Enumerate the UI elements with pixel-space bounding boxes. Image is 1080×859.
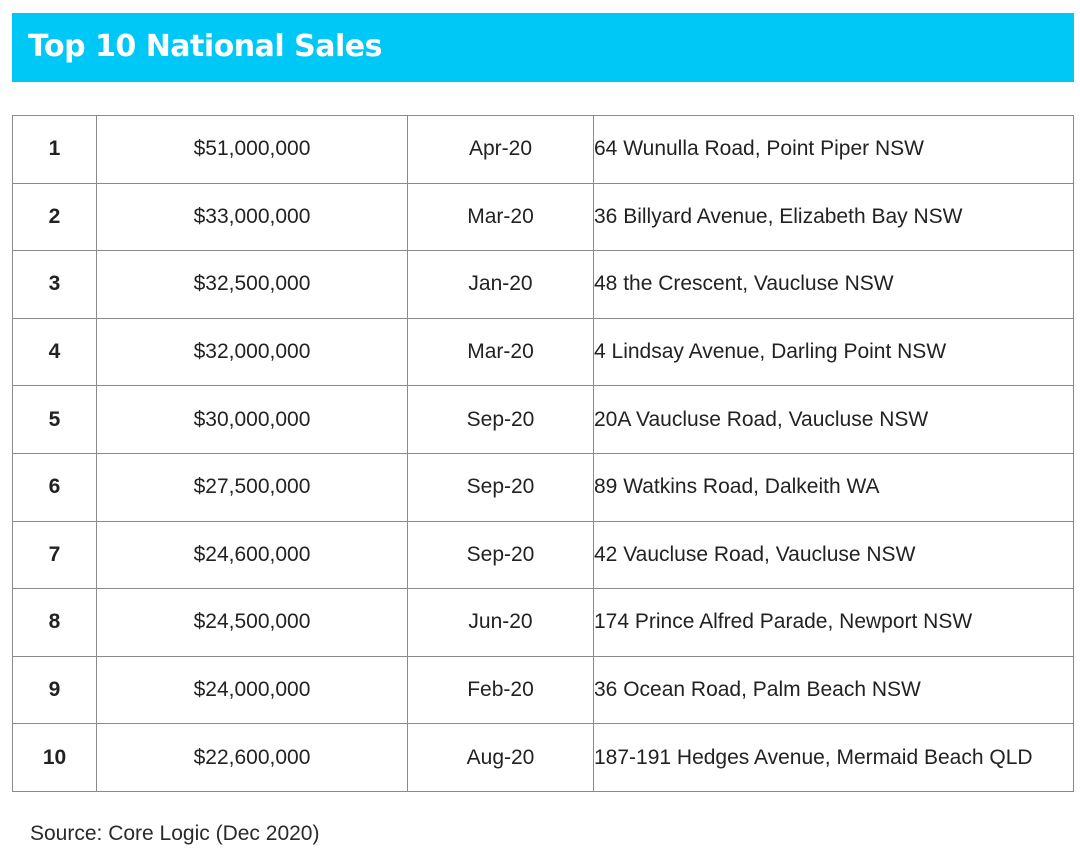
rank-cell: 3 bbox=[12, 250, 97, 319]
page-title: Top 10 National Sales bbox=[28, 29, 382, 64]
date-cell: Apr-20 bbox=[407, 115, 594, 184]
price-cell: $24,500,000 bbox=[96, 588, 408, 657]
table-row: 3 $32,500,000 Jan-20 48 the Crescent, Va… bbox=[12, 250, 1074, 319]
date-cell: Mar-20 bbox=[407, 182, 594, 252]
rank-cell: 2 bbox=[12, 182, 97, 252]
price-cell: $30,000,000 bbox=[96, 385, 408, 454]
address-cell: 89 Watkins Road, Dalkeith WA bbox=[593, 452, 1074, 522]
address-cell: 42 Vaucluse Road, Vaucluse NSW bbox=[593, 520, 1074, 590]
table-row: 6 $27,500,000 Sep-20 89 Watkins Road, Da… bbox=[12, 452, 1074, 522]
price-cell: $32,500,000 bbox=[96, 250, 408, 319]
address-cell: 36 Billyard Avenue, Elizabeth Bay NSW bbox=[593, 182, 1074, 252]
address-cell: 174 Prince Alfred Parade, Newport NSW bbox=[593, 588, 1074, 657]
title-banner: Top 10 National Sales bbox=[12, 13, 1074, 82]
rank-cell: 9 bbox=[12, 655, 97, 725]
price-cell: $24,600,000 bbox=[96, 520, 408, 590]
date-cell: Jan-20 bbox=[407, 250, 594, 319]
date-cell: Jun-20 bbox=[407, 588, 594, 657]
table-row: 4 $32,000,000 Mar-20 4 Lindsay Avenue, D… bbox=[12, 317, 1074, 387]
table-row: 10 $22,600,000 Aug-20 187-191 Hedges Ave… bbox=[12, 723, 1074, 792]
rank-cell: 10 bbox=[12, 723, 97, 792]
rank-cell: 1 bbox=[12, 115, 97, 184]
price-cell: $27,500,000 bbox=[96, 452, 408, 522]
rank-cell: 4 bbox=[12, 317, 97, 387]
address-cell: 20A Vaucluse Road, Vaucluse NSW bbox=[593, 385, 1074, 454]
table-row: 5 $30,000,000 Sep-20 20A Vaucluse Road, … bbox=[12, 385, 1074, 454]
table-row: 2 $33,000,000 Mar-20 36 Billyard Avenue,… bbox=[12, 182, 1074, 252]
address-cell: 187-191 Hedges Avenue, Mermaid Beach QLD bbox=[593, 723, 1074, 792]
table-row: 9 $24,000,000 Feb-20 36 Ocean Road, Palm… bbox=[12, 655, 1074, 725]
rank-cell: 6 bbox=[12, 452, 97, 522]
price-cell: $22,600,000 bbox=[96, 723, 408, 792]
date-cell: Sep-20 bbox=[407, 520, 594, 590]
date-cell: Feb-20 bbox=[407, 655, 594, 725]
source-note: Source: Core Logic (Dec 2020) bbox=[30, 822, 320, 845]
address-cell: 48 the Crescent, Vaucluse NSW bbox=[593, 250, 1074, 319]
price-cell: $51,000,000 bbox=[96, 115, 408, 184]
rank-cell: 7 bbox=[12, 520, 97, 590]
date-cell: Aug-20 bbox=[407, 723, 594, 792]
table-row: 8 $24,500,000 Jun-20 174 Prince Alfred P… bbox=[12, 588, 1074, 657]
rank-cell: 8 bbox=[12, 588, 97, 657]
table-row: 1 $51,000,000 Apr-20 64 Wunulla Road, Po… bbox=[12, 115, 1074, 184]
sales-table: 1 $51,000,000 Apr-20 64 Wunulla Road, Po… bbox=[12, 115, 1074, 792]
price-cell: $32,000,000 bbox=[96, 317, 408, 387]
price-cell: $33,000,000 bbox=[96, 182, 408, 252]
date-cell: Sep-20 bbox=[407, 385, 594, 454]
address-cell: 4 Lindsay Avenue, Darling Point NSW bbox=[593, 317, 1074, 387]
rank-cell: 5 bbox=[12, 385, 97, 454]
date-cell: Sep-20 bbox=[407, 452, 594, 522]
address-cell: 36 Ocean Road, Palm Beach NSW bbox=[593, 655, 1074, 725]
date-cell: Mar-20 bbox=[407, 317, 594, 387]
price-cell: $24,000,000 bbox=[96, 655, 408, 725]
address-cell: 64 Wunulla Road, Point Piper NSW bbox=[593, 115, 1074, 184]
table-row: 7 $24,600,000 Sep-20 42 Vaucluse Road, V… bbox=[12, 520, 1074, 590]
